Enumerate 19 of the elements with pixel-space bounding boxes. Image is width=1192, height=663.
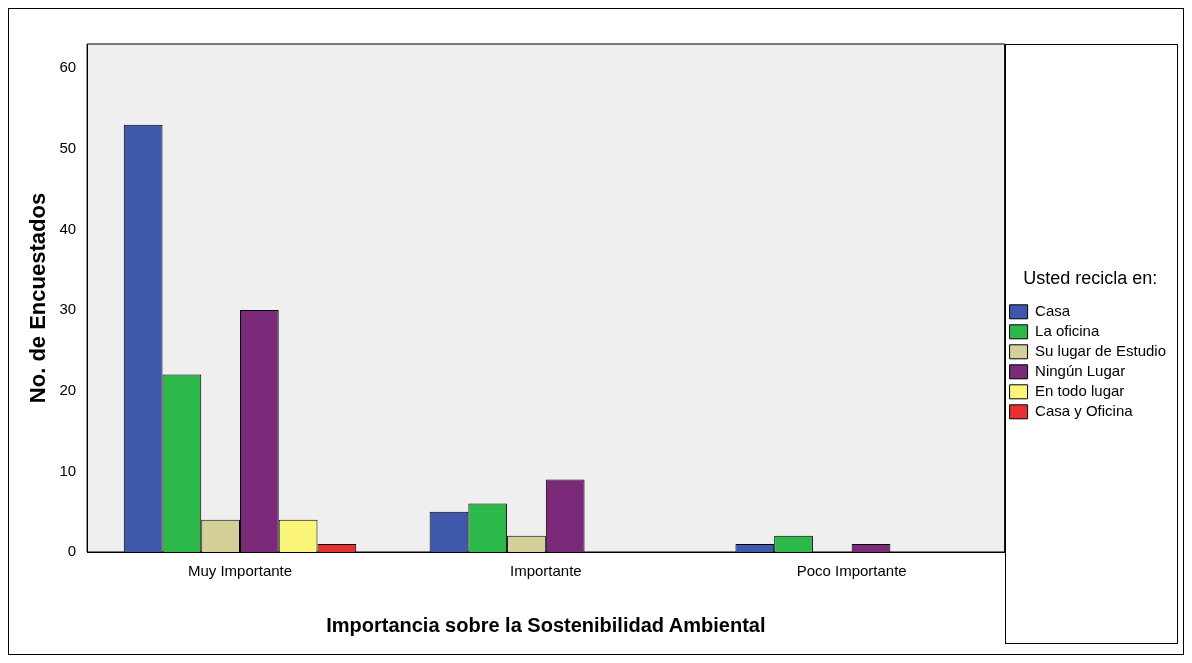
y-tick-label: 0 [67, 542, 77, 560]
legend-title: Usted recicla en: [1023, 267, 1158, 288]
y-tick-label: 20 [59, 380, 77, 398]
y-tick-label: 60 [59, 58, 77, 76]
y-tick-label: 40 [59, 219, 77, 237]
legend-label: Ningún Lugar [1035, 361, 1126, 379]
y-tick-label: 30 [59, 300, 77, 318]
legend-label: Casa [1035, 301, 1071, 319]
y-tick-label: 10 [59, 461, 77, 479]
legend-label: En todo lugar [1035, 381, 1125, 399]
x-tick-label: Poco Importante [796, 562, 907, 580]
x-axis-title: Importancia sobre la Sostenibilidad Ambiental [326, 613, 766, 636]
legend-label: Casa y Oficina [1035, 401, 1134, 419]
y-tick-label: 50 [59, 138, 77, 156]
legend-label: Su lugar de Estudio [1035, 341, 1166, 359]
legend-label: La oficina [1035, 321, 1100, 339]
y-axis-title: No. de Encuestados [25, 192, 51, 404]
x-tick-label: Importante [509, 562, 582, 580]
x-tick-label: Muy Importante [187, 562, 293, 580]
